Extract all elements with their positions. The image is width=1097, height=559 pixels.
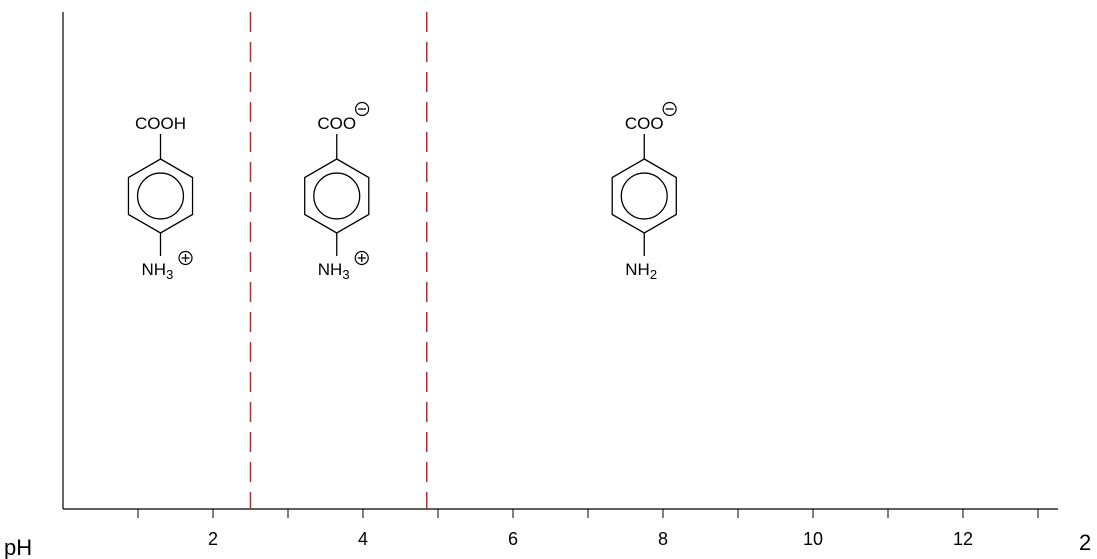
amino-group-subscript: 3 [342, 267, 349, 282]
pka-dividers [249, 12, 428, 509]
molecule-structure: COOH NH3 [127, 114, 194, 282]
x-tick-label: 8 [658, 529, 668, 549]
carboxyl-group-label: COOH [135, 114, 186, 133]
molecule-structure: COO NH2 [611, 101, 677, 282]
carboxyl-group-label: COO [625, 114, 664, 133]
molecule-structure: COO NH3 [304, 101, 370, 282]
x-tick-label: 2 [208, 529, 218, 549]
clipped-right-label: 2 [1079, 530, 1091, 555]
amino-group-label: NH2 [625, 260, 657, 282]
x-tick-label: 12 [953, 529, 973, 549]
amino-group-subscript: 2 [650, 267, 657, 282]
amino-group-label: NH3 [318, 260, 350, 282]
aromatic-circle [620, 172, 668, 220]
x-axis-tick-labels: 2 4 6 8 10 12 [208, 529, 973, 549]
positive-charge-icon [354, 250, 369, 266]
x-tick-label: 6 [508, 529, 518, 549]
x-tick-label: 10 [803, 529, 823, 549]
amino-group-subscript: 3 [166, 267, 173, 282]
carboxyl-group-label: COO [317, 114, 356, 133]
x-axis-ticks [137, 509, 1039, 518]
amino-group-main: NH [625, 260, 650, 279]
amino-group-label: NH3 [142, 260, 174, 282]
amino-group-main: NH [142, 260, 167, 279]
aromatic-circle [313, 172, 361, 220]
positive-charge-icon [178, 250, 193, 266]
negative-charge-icon [355, 101, 370, 117]
x-tick-label: 4 [358, 529, 368, 549]
ph-axis-label: pH [4, 535, 32, 559]
amino-group-main: NH [318, 260, 343, 279]
negative-charge-icon [662, 101, 677, 117]
aromatic-circle [136, 172, 185, 220]
